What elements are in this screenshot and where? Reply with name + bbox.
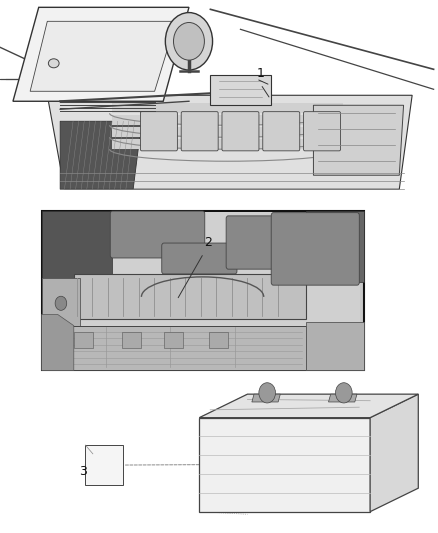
Polygon shape [252,394,280,402]
Polygon shape [30,21,176,91]
Polygon shape [306,211,364,282]
Polygon shape [199,394,418,418]
Bar [42,326,306,370]
Bar [42,278,80,358]
FancyBboxPatch shape [141,112,177,151]
Text: 1: 1 [257,67,265,80]
Polygon shape [112,127,343,138]
Bar [306,322,364,370]
Bar [209,332,228,348]
FancyBboxPatch shape [181,112,218,151]
FancyBboxPatch shape [226,216,289,269]
FancyBboxPatch shape [162,243,237,274]
Ellipse shape [48,59,59,68]
Polygon shape [112,115,343,125]
Bar [74,274,306,319]
Polygon shape [60,122,142,189]
FancyBboxPatch shape [110,211,205,258]
Bar [164,332,183,348]
Polygon shape [370,394,418,512]
Bar [42,211,364,370]
Circle shape [166,13,212,70]
Circle shape [55,319,67,333]
Circle shape [173,22,205,60]
Circle shape [336,383,352,403]
Text: 2: 2 [204,236,212,249]
FancyBboxPatch shape [271,213,359,285]
Polygon shape [314,106,403,175]
Circle shape [55,340,67,353]
FancyBboxPatch shape [222,112,259,151]
Polygon shape [42,314,74,370]
FancyBboxPatch shape [304,112,340,151]
Circle shape [55,296,67,310]
Polygon shape [42,211,113,282]
Bar [74,332,93,348]
Bar [199,418,370,512]
Polygon shape [112,139,343,149]
Circle shape [259,383,276,403]
Polygon shape [47,95,412,189]
Bar [85,445,123,485]
Text: 3: 3 [79,465,87,478]
FancyBboxPatch shape [263,112,300,151]
Bar [45,212,360,369]
Polygon shape [112,103,343,114]
Polygon shape [210,75,271,106]
Polygon shape [13,7,189,101]
Polygon shape [328,394,357,402]
Bar [122,332,141,348]
